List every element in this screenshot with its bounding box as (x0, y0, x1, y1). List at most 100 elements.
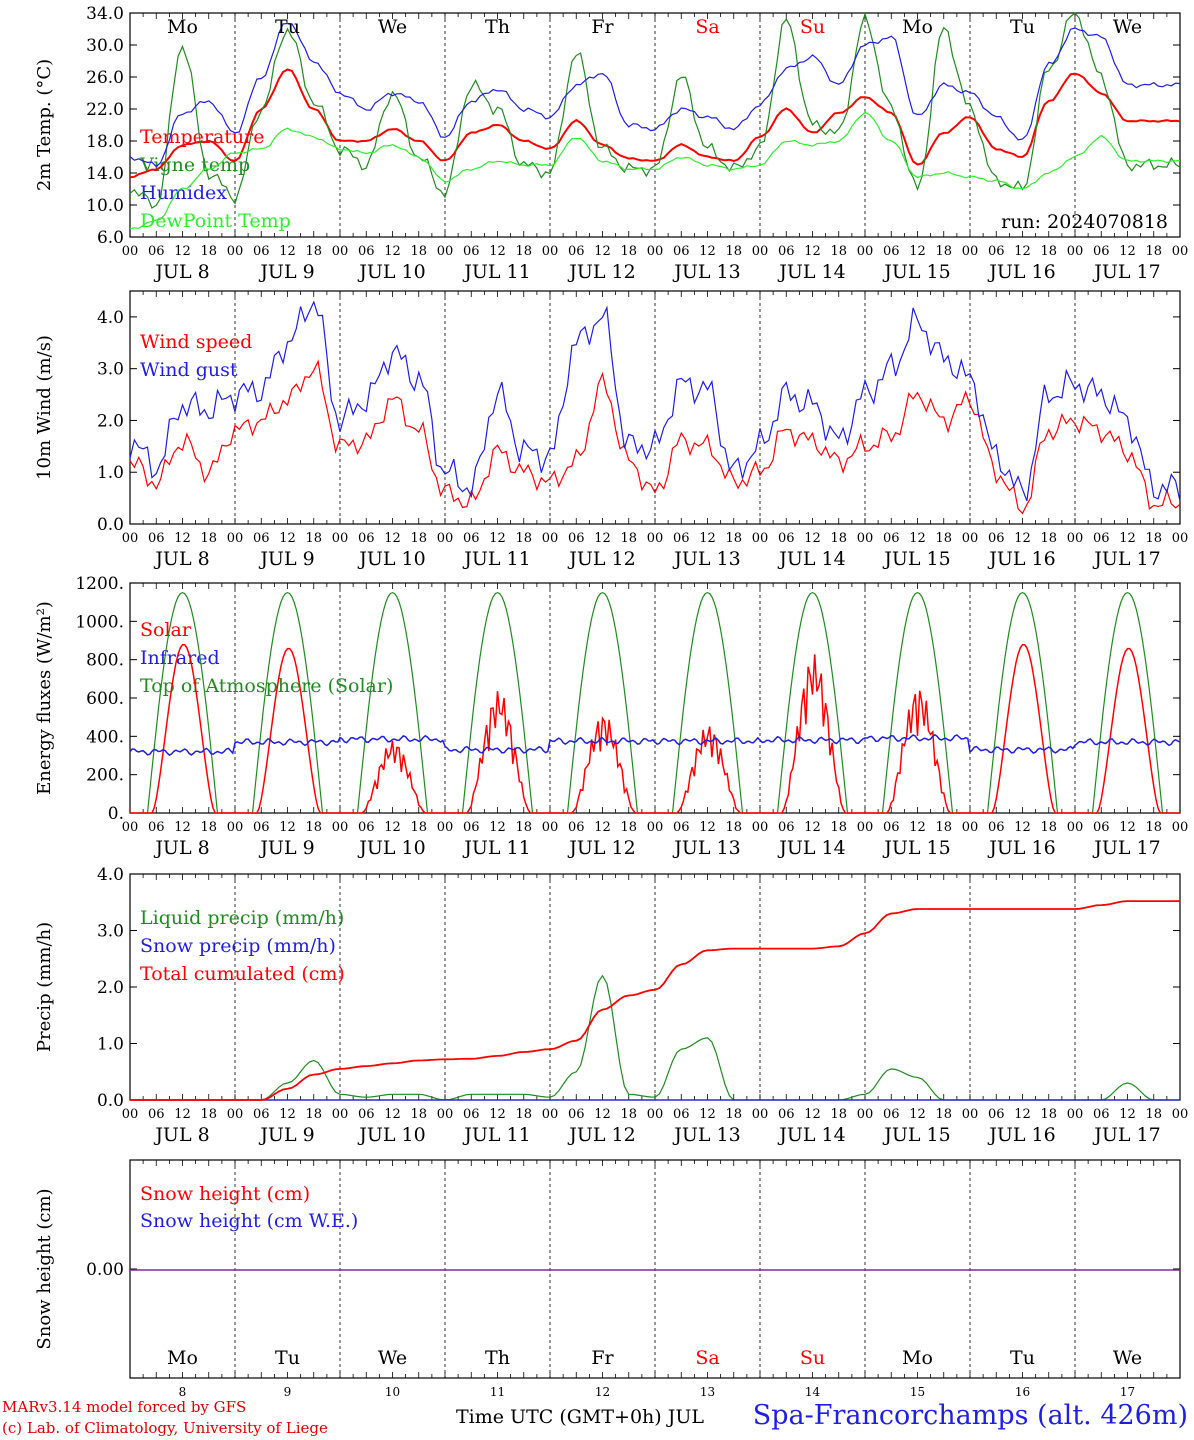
y-tick-label: 18.0 (86, 132, 124, 152)
hour-label: 18 (410, 244, 427, 259)
hour-label: 18 (1040, 531, 1057, 546)
date-label: JUL 11 (462, 837, 530, 859)
date-label: JUL 10 (357, 548, 425, 570)
hour-label: 18 (830, 531, 847, 546)
hour-label: 00 (1067, 1107, 1084, 1122)
hour-label: 06 (148, 244, 165, 259)
time-axis-label: Time UTC (GMT+0h) JUL (456, 1406, 704, 1428)
hour-label: 00 (962, 1107, 979, 1122)
day-name: Mo (902, 1347, 933, 1369)
lab-credit: (c) Lab. of Climatology, University of L… (2, 1419, 328, 1437)
date-label: JUL 13 (672, 548, 740, 570)
y-tick-label: 0.0 (97, 515, 124, 535)
hour-label: 12 (1119, 1107, 1136, 1122)
legend-entry: Solar (140, 619, 192, 641)
day-name: Tu (1010, 1347, 1035, 1369)
hour-label: 18 (1145, 1107, 1162, 1122)
hour-label: 06 (358, 531, 375, 546)
hour-label: 00 (122, 1107, 139, 1122)
hour-label: 00 (1172, 531, 1189, 546)
y-axis-label: 10m Wind (m/s) (34, 335, 55, 480)
hour-label: 00 (1172, 1107, 1189, 1122)
legend-entry: Snow height (cm) (140, 1183, 310, 1205)
date-label: JUL 8 (153, 261, 209, 283)
date-label: JUL 17 (1092, 1124, 1160, 1146)
hour-label: 06 (988, 1107, 1005, 1122)
hour-label: 18 (620, 1107, 637, 1122)
hour-label: 12 (174, 531, 191, 546)
day-number: 17 (1120, 1385, 1135, 1399)
hour-label: 12 (909, 1107, 926, 1122)
day-number: 15 (910, 1385, 925, 1399)
hour-label: 00 (752, 1107, 769, 1122)
date-label: JUL 13 (672, 261, 740, 283)
hour-label: 12 (384, 1107, 401, 1122)
hour-label: 12 (1014, 820, 1031, 835)
day-name: Su (800, 1347, 825, 1369)
hour-label: 06 (883, 531, 900, 546)
hour-label: 12 (594, 244, 611, 259)
hour-label: 00 (122, 820, 139, 835)
hour-label: 00 (332, 820, 349, 835)
hour-label: 06 (1093, 244, 1110, 259)
hour-label: 18 (830, 244, 847, 259)
day-name: Tu (1010, 16, 1035, 38)
date-label: JUL 14 (777, 548, 845, 570)
hour-label: 06 (988, 531, 1005, 546)
hour-label: 12 (699, 820, 716, 835)
hour-label: 00 (647, 1107, 664, 1122)
date-label: JUL 12 (567, 1124, 635, 1146)
plot-frame (130, 13, 1180, 237)
hour-label: 18 (515, 1107, 532, 1122)
hour-label: 00 (227, 244, 244, 259)
day-name: Mo (902, 16, 933, 38)
y-tick-label: 1.0 (97, 1035, 124, 1055)
day-number: 14 (805, 1385, 821, 1399)
hour-label: 00 (1067, 244, 1084, 259)
day-name: Sa (695, 1347, 719, 1369)
hour-label: 00 (542, 244, 559, 259)
y-axis-label: Precip (mm/h) (34, 922, 55, 1052)
hour-label: 18 (200, 820, 217, 835)
hour-label: 12 (174, 244, 191, 259)
model-credit: MARv3.14 model forced by GFS (2, 1398, 246, 1416)
hour-label: 06 (568, 244, 585, 259)
y-tick-label: 0.00 (86, 1260, 124, 1280)
hour-label: 00 (332, 1107, 349, 1122)
hour-label: 12 (804, 531, 821, 546)
date-label: JUL 13 (672, 837, 740, 859)
hour-label: 18 (515, 820, 532, 835)
legend-entry: DewPoint Temp (140, 210, 291, 232)
hour-label: 12 (804, 244, 821, 259)
date-label: JUL 14 (777, 837, 845, 859)
y-tick-label: 1000. (75, 612, 124, 632)
hour-label: 00 (542, 1107, 559, 1122)
hour-label: 18 (1040, 1107, 1057, 1122)
hour-label: 06 (148, 1107, 165, 1122)
hour-label: 12 (804, 820, 821, 835)
hour-label: 12 (804, 1107, 821, 1122)
hour-label: 12 (699, 531, 716, 546)
hour-label: 18 (1145, 820, 1162, 835)
hour-label: 18 (305, 1107, 322, 1122)
hour-label: 00 (122, 531, 139, 546)
hour-label: 18 (1145, 531, 1162, 546)
hour-label: 12 (489, 1107, 506, 1122)
hour-label: 18 (200, 531, 217, 546)
day-name: Mo (167, 16, 198, 38)
hour-label: 06 (253, 244, 270, 259)
date-label: JUL 10 (357, 837, 425, 859)
y-tick-label: 2.0 (97, 411, 124, 431)
hour-label: 06 (358, 1107, 375, 1122)
hour-label: 00 (332, 244, 349, 259)
day-name: We (378, 16, 407, 38)
day-name: Fr (591, 1347, 614, 1369)
hour-label: 00 (542, 531, 559, 546)
y-tick-label: 1.0 (97, 463, 124, 483)
hour-label: 00 (647, 820, 664, 835)
legend-entry: Snow precip (mm/h) (140, 935, 336, 957)
legend-entry: Total cumulated (cm) (140, 963, 345, 985)
hour-label: 12 (489, 244, 506, 259)
hour-label: 12 (489, 820, 506, 835)
hour-label: 18 (305, 244, 322, 259)
